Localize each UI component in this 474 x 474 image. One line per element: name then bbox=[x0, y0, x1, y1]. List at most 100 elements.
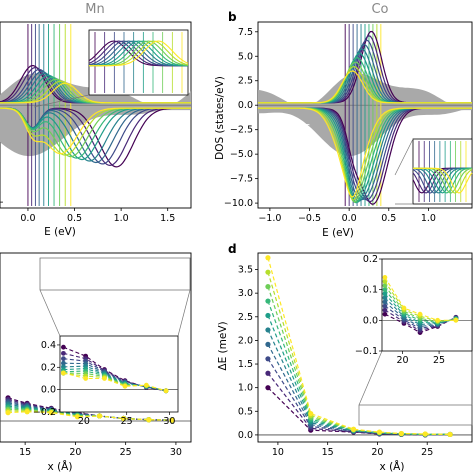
panel-co-frame bbox=[257, 21, 473, 209]
y-tick-label: 0.0 bbox=[238, 100, 253, 111]
inset-y-tick-label: 0.2 bbox=[363, 254, 378, 265]
inset-series-point bbox=[61, 356, 66, 362]
inset-curve bbox=[89, 40, 189, 67]
panel-co-title: Co bbox=[371, 2, 388, 17]
x-tick-label: 25 bbox=[421, 447, 433, 458]
co-host-dos-label: host DOS bbox=[266, 123, 310, 134]
panel-c-frame bbox=[0, 252, 192, 443]
inset-y-tick-label: 0.0 bbox=[363, 315, 378, 326]
series-point bbox=[265, 312, 271, 319]
series-point bbox=[265, 284, 271, 290]
series-point bbox=[398, 430, 404, 437]
y-tick-label: 3.5 bbox=[238, 265, 253, 276]
inset-series-line bbox=[63, 367, 167, 392]
inset-curve bbox=[89, 40, 188, 67]
inset-x-tick-label: 20 bbox=[78, 416, 90, 427]
series-point bbox=[265, 356, 271, 362]
d-x-axis-label: x (Å) bbox=[380, 460, 405, 473]
zoom-region bbox=[39, 257, 191, 291]
inset-series-line bbox=[384, 285, 456, 323]
x-tick-label: 0.5 bbox=[67, 213, 82, 224]
y-tick-label: 1.0 bbox=[238, 383, 253, 394]
x-tick-label: 20 bbox=[371, 447, 383, 458]
inset-series-point bbox=[382, 303, 388, 309]
inset-series-point bbox=[401, 305, 407, 311]
c-main-series bbox=[0, 395, 191, 423]
series-point bbox=[146, 417, 152, 423]
inset-series-point bbox=[61, 344, 66, 350]
panel-mn-title: Mn bbox=[85, 2, 104, 17]
y-tick-label: 2.5 bbox=[238, 312, 253, 323]
x-tick-label: 25 bbox=[120, 447, 132, 458]
inset-series-line bbox=[63, 365, 167, 392]
series-point bbox=[350, 426, 357, 432]
y-tick-label: 5.0 bbox=[238, 51, 253, 62]
x-tick-label: 30 bbox=[170, 447, 182, 458]
inset-series-line bbox=[63, 372, 167, 392]
panel-c-energy: 20 25 30 0.4 0.2 0.0 −0.2 15 20 25 30 x (Å) bbox=[0, 252, 192, 473]
inset-y-tick-label: 0.4 bbox=[41, 340, 56, 351]
inset-series-point bbox=[453, 317, 459, 323]
inset-series-point bbox=[435, 317, 441, 323]
y-tick-label: 0.0 bbox=[238, 430, 253, 441]
inset-series-point bbox=[61, 350, 66, 356]
inset-x-tick-label: 25 bbox=[121, 416, 133, 427]
series-point bbox=[265, 327, 271, 333]
panel-b-label: b bbox=[228, 10, 237, 24]
inset-series-point bbox=[417, 311, 423, 317]
x-tick-label: 0.5 bbox=[381, 213, 396, 224]
mn-inset bbox=[33, 29, 189, 108]
co-x-axis-label: E (eV) bbox=[322, 227, 354, 239]
dos-curve-spin-up bbox=[258, 70, 472, 104]
x-tick-label: 0.0 bbox=[342, 213, 357, 224]
y-tick-label: −2.5 bbox=[230, 125, 253, 136]
zoom-connector bbox=[394, 138, 414, 176]
series-point bbox=[265, 341, 271, 347]
inset-frame bbox=[59, 335, 179, 413]
host-dos-fill bbox=[0, 73, 191, 157]
x-tick-label: 15 bbox=[19, 447, 31, 458]
series-point bbox=[422, 431, 428, 437]
x-tick-label: −0.5 bbox=[298, 213, 321, 224]
zoom-connector bbox=[33, 94, 90, 108]
inset-series-point bbox=[382, 307, 388, 313]
series-line bbox=[7, 411, 172, 421]
inset-series-point bbox=[382, 275, 388, 280]
panel-co-dos: b Co host DOS −1.0 −0.5 0.0 0.5 1.0 7.5 5.0 2.… bbox=[214, 2, 473, 239]
mn-y-tick-fragment: - bbox=[0, 197, 3, 208]
inset-y-tick-label: −0.2 bbox=[33, 407, 56, 418]
series-point bbox=[308, 411, 314, 417]
co-dos-curves bbox=[258, 30, 472, 205]
dos-curve-spin-down bbox=[258, 107, 472, 198]
inset-y-tick-label: 0.2 bbox=[41, 362, 56, 373]
mn-dos-curves bbox=[0, 65, 191, 168]
inset-series-line bbox=[63, 362, 167, 392]
series-point bbox=[24, 409, 30, 415]
co-inset bbox=[394, 138, 473, 205]
panel-mn-frame bbox=[0, 21, 192, 209]
zoom-connector bbox=[358, 350, 383, 406]
series-point bbox=[5, 410, 11, 416]
inset-series-line bbox=[63, 370, 167, 392]
series-point bbox=[96, 413, 103, 419]
d-x-ticks: 10 15 20 25 bbox=[272, 442, 433, 458]
inset-x-tick-label: 20 bbox=[396, 355, 408, 366]
co-x-ticks: −1.0 −0.5 0.0 0.5 1.0 bbox=[258, 208, 436, 224]
inset-y-tick-label: 0.1 bbox=[363, 285, 378, 296]
d-y-ticks: 3.5 3.0 2.5 2.0 1.5 1.0 0.5 0.0 bbox=[238, 265, 258, 441]
dos-curve-spin-down bbox=[0, 107, 191, 155]
d-main-series bbox=[258, 255, 472, 438]
c-x-ticks: 15 20 25 30 bbox=[19, 442, 182, 458]
series-point bbox=[265, 298, 271, 304]
inset-series-line bbox=[63, 372, 167, 392]
x-tick-label: 1.0 bbox=[114, 213, 129, 224]
zoom-connector bbox=[39, 289, 61, 337]
series-point bbox=[265, 385, 271, 391]
series-point bbox=[265, 255, 271, 261]
x-tick-label: 10 bbox=[272, 447, 284, 458]
inset-series-line bbox=[63, 346, 167, 392]
inset-series-line bbox=[384, 281, 456, 322]
y-tick-label: 2.0 bbox=[238, 335, 253, 346]
series-point bbox=[74, 414, 81, 420]
